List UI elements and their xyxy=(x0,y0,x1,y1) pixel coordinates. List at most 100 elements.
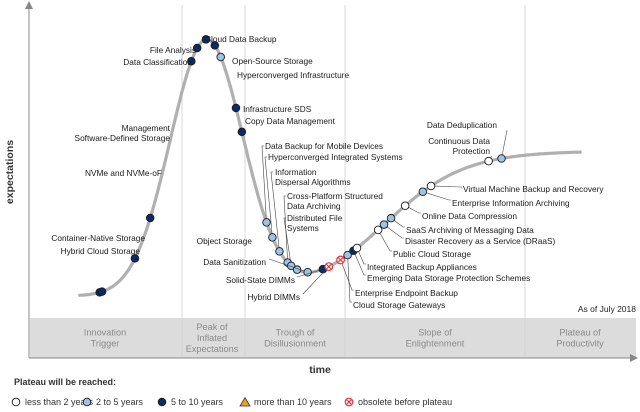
tech-point-public-cloud-storage: Public Cloud Storage xyxy=(373,225,471,259)
tech-point-hyperconverged-infrastructure: Hyperconverged Infrastructure xyxy=(216,52,349,80)
tech-point-hyperconverged-integrated-systems: Hyperconverged Integrated Systems xyxy=(264,152,403,242)
phase-label-4: Enlightenment xyxy=(406,339,465,349)
legend: Plateau will be reached: less than 2 yea… xyxy=(11,377,452,407)
marker-file-analysis xyxy=(192,43,202,53)
marker-continuous-data-protection xyxy=(484,156,493,166)
tech-label-online-data-compression: Online Data Compression xyxy=(422,211,517,221)
tech-label-hyperconverged-integrated-systems: Hyperconverged Integrated Systems xyxy=(268,152,403,162)
tech-label-information-dispersal-algorithms: Information xyxy=(275,167,317,177)
phase-label-2: Expectations xyxy=(186,344,239,354)
x-axis-title: time xyxy=(309,364,331,376)
leader-line-cloud-storage-gateways xyxy=(347,255,352,303)
tech-label-hybrid-dimms: Hybrid DIMMs xyxy=(247,292,300,302)
leader-line-enterprise-endpoint-backup xyxy=(340,259,354,291)
tech-label-solid-state-dimms: Solid-State DIMMs xyxy=(226,275,295,285)
tech-label-continuous-data-protection: Continuous Data xyxy=(428,136,490,146)
marker-enterprise-endpoint-backup-cross-b xyxy=(337,257,344,263)
leader-line-emerging-data-storage-protection-schemes xyxy=(353,250,366,276)
tech-label-information-dispersal-algorithms: Dispersal Algorithms xyxy=(275,177,351,187)
tech-label-object-storage: Object Storage xyxy=(197,236,253,246)
tech-label-hyperconverged-infrastructure: Hyperconverged Infrastructure xyxy=(237,70,349,80)
marker-management-software-defined-storage xyxy=(145,213,155,223)
tech-label-emerging-data-storage-protection-schemes: Emerging Data Storage Protection Schemes xyxy=(367,273,530,283)
phase-label-2: Inflated xyxy=(197,333,227,343)
marker-copy-data-management xyxy=(237,127,247,137)
leader-line-enterprise-information-archiving xyxy=(422,191,451,201)
leader-line-distributed-file-systems xyxy=(283,217,292,266)
phase-band xyxy=(30,318,636,358)
leader-line-information-dispersal-algorithms xyxy=(270,171,280,252)
tech-label-public-cloud-storage: Public Cloud Storage xyxy=(393,249,471,259)
marker-data-backup-for-mobile-devices xyxy=(262,218,271,227)
leader-line-virtual-machine-backup-and-recovery xyxy=(430,185,462,188)
phase-label-3: Disillusionment xyxy=(264,339,326,349)
legend-less-than-2-years-label: less than 2 years xyxy=(25,397,94,407)
tech-label-data-deduplication: Data Deduplication xyxy=(427,120,497,130)
tech-label-cloud-data-backup: Cloud Data Backup xyxy=(205,34,277,44)
tech-point-nvme-and-nvme-of: NVMe and NVMe-oF xyxy=(85,168,162,263)
technology-points: Hybrid Cloud Storage Container-Native Sto… xyxy=(51,34,604,310)
tech-point-file-analysis: File Analysis xyxy=(150,43,202,55)
tech-point-hybrid-dimms: Hybrid DIMMs xyxy=(247,262,334,302)
marker-information-dispersal-algorithms xyxy=(275,247,284,256)
tech-label-hybrid-cloud-storage: Hybrid Cloud Storage xyxy=(61,246,141,256)
tech-label-disaster-recovery-as-a-service-draas: Disaster Recovery as a Service (DRaaS) xyxy=(405,236,556,246)
as-of-note: As of July 2018 xyxy=(578,304,636,314)
phase-label-2: Peak of xyxy=(196,322,228,332)
tech-label-integrated-backup-appliances: Integrated Backup Appliances xyxy=(367,262,477,272)
phase-label-1: Trigger xyxy=(91,339,120,349)
tech-label-enterprise-endpoint-backup: Enterprise Endpoint Backup xyxy=(355,288,458,298)
marker-hyperconverged-integrated-systems xyxy=(268,233,277,242)
legend-obsolete-before-plateau-marker-cross-b xyxy=(346,399,352,405)
tech-point-enterprise-information-archiving: Enterprise Information Archiving xyxy=(418,187,570,208)
tech-point-cloud-storage-gateways: Cloud Storage Gateways xyxy=(343,250,445,310)
tech-point-container-native-storage: Container-Native Storage xyxy=(51,233,145,296)
marker-cloud-storage-gateways xyxy=(343,250,352,260)
tech-label-management-software-defined-storage: Software-Defined Storage xyxy=(75,133,171,143)
leader-line-hyperconverged-integrated-systems xyxy=(264,156,273,238)
marker-saas-archiving-of-messaging-data xyxy=(386,213,396,223)
marker-public-cloud-storage xyxy=(373,225,383,235)
marker-enterprise-information-archiving xyxy=(418,187,428,196)
leader-line-integrated-backup-appliances xyxy=(356,247,366,265)
tech-label-distributed-file-systems: Systems xyxy=(287,223,319,233)
tech-point-open-source-storage: Open-Source Storage xyxy=(210,41,313,66)
tech-label-file-analysis: File Analysis xyxy=(150,45,196,55)
tech-point-data-backup-for-mobile-devices: Data Backup for Mobile Devices xyxy=(261,141,383,227)
phase-label-5: Plateau of xyxy=(559,328,601,338)
phase-label-4: Slope of xyxy=(418,328,452,338)
tech-point-integrated-backup-appliances: Integrated Backup Appliances xyxy=(352,243,477,272)
marker-cloud-data-backup xyxy=(201,35,211,44)
tech-point-data-deduplication: Data Deduplication xyxy=(427,120,508,163)
tech-label-copy-data-management: Copy Data Management xyxy=(245,116,336,126)
tech-point-disaster-recovery-as-a-service-draas: Disaster Recovery as a Service (DRaaS) xyxy=(379,220,556,246)
tech-label-continuous-data-protection: Protection xyxy=(453,146,491,156)
phase-label-5: Productivity xyxy=(556,339,604,349)
leader-line-online-data-compression xyxy=(405,205,421,214)
marker-disaster-recovery-as-a-service-draas xyxy=(379,220,389,229)
leader-line-public-cloud-storage xyxy=(377,229,392,252)
leader-line-data-sanitization xyxy=(268,258,308,273)
legend-less-than-2-years-marker xyxy=(11,397,21,407)
tech-label-cross-platform-structured-data-archiving: Data Archiving xyxy=(287,201,341,211)
leader-line-disaster-recovery-as-a-service-draas xyxy=(383,224,404,239)
marker-online-data-compression xyxy=(400,201,410,210)
marker-integrated-backup-appliances xyxy=(352,243,362,253)
marker-hyperconverged-infrastructure xyxy=(216,52,225,62)
marker-container-native-storage xyxy=(97,287,107,296)
tech-label-data-sanitization: Data Sanitization xyxy=(203,257,266,267)
x-axis-arrowhead xyxy=(630,354,638,362)
legend-2-to-5-years-label: 2 to 5 years xyxy=(96,397,144,407)
tech-label-cloud-storage-gateways: Cloud Storage Gateways xyxy=(353,300,445,310)
phase-label-1: Innovation xyxy=(84,328,126,338)
legend-2-to-5-years-marker xyxy=(82,397,92,407)
marker-infrastructure-sds xyxy=(231,103,241,113)
marker-nvme-and-nvme-of xyxy=(130,254,140,263)
tech-label-distributed-file-systems: Distributed File xyxy=(287,213,343,223)
tech-point-infrastructure-sds: Infrastructure SDS xyxy=(231,103,312,114)
marker-open-source-storage xyxy=(210,41,220,50)
